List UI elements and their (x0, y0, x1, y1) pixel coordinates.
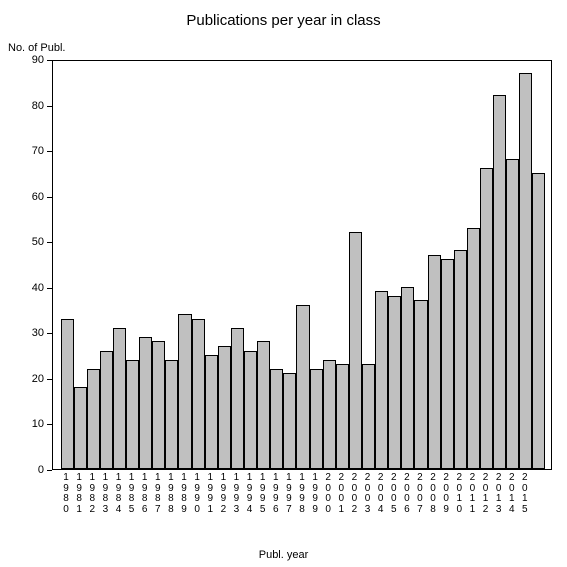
x-axis-label: Publ. year (0, 549, 567, 561)
xtick-label: 1980 (60, 473, 73, 515)
xtick-label: 2004 (374, 473, 387, 515)
xtick-label: 1996 (269, 473, 282, 515)
bar (480, 168, 493, 469)
xtick-label: 1989 (177, 473, 190, 515)
bar (257, 341, 270, 469)
bar (388, 296, 401, 469)
xtick-label: 1988 (164, 473, 177, 515)
bar (401, 287, 414, 469)
ytick-label: 30 (0, 327, 44, 339)
bar (532, 173, 545, 469)
bar (100, 351, 113, 469)
ytick-label: 10 (0, 418, 44, 430)
ytick-mark (47, 60, 52, 61)
ytick-mark (47, 333, 52, 334)
xtick-label: 2008 (427, 473, 440, 515)
bar (61, 319, 74, 469)
bar (165, 360, 178, 469)
xtick-label: 1984 (112, 473, 125, 515)
bar (362, 364, 375, 469)
xtick-label: 1998 (295, 473, 308, 515)
bar (467, 228, 480, 469)
bar (441, 259, 454, 469)
bar (428, 255, 441, 469)
bar (296, 305, 309, 469)
ytick-label: 60 (0, 191, 44, 203)
bar (349, 232, 362, 469)
bar (113, 328, 126, 469)
xtick-label: 2010 (453, 473, 466, 515)
bar (244, 351, 257, 469)
xtick-label: 2012 (479, 473, 492, 515)
bar (205, 355, 218, 469)
ytick-label: 40 (0, 282, 44, 294)
ytick-mark (47, 197, 52, 198)
ytick-label: 50 (0, 236, 44, 248)
xtick-label: 2000 (322, 473, 335, 515)
ytick-mark (47, 242, 52, 243)
xtick-label: 1981 (73, 473, 86, 515)
ytick-mark (47, 470, 52, 471)
bar (283, 373, 296, 469)
xtick-label: 1983 (99, 473, 112, 515)
xtick-label: 1994 (243, 473, 256, 515)
xtick-label: 1999 (309, 473, 322, 515)
xtick-label: 2006 (400, 473, 413, 515)
xtick-label: 2011 (466, 473, 479, 515)
ytick-label: 20 (0, 373, 44, 385)
bar (126, 360, 139, 469)
xtick-label: 2001 (335, 473, 348, 515)
bar (454, 250, 467, 469)
xtick-label: 1982 (86, 473, 99, 515)
bar (310, 369, 323, 469)
xtick-label: 2003 (361, 473, 374, 515)
xtick-label: 1986 (138, 473, 151, 515)
xtick-label: 1985 (125, 473, 138, 515)
ytick-mark (47, 379, 52, 380)
xtick-label: 2005 (387, 473, 400, 515)
xtick-label: 1987 (151, 473, 164, 515)
ytick-label: 80 (0, 100, 44, 112)
bar (178, 314, 191, 469)
ytick-mark (47, 288, 52, 289)
xtick-label: 2015 (518, 473, 531, 515)
xtick-label: 2014 (505, 473, 518, 515)
bar (218, 346, 231, 469)
y-axis-label: No. of Publ. (8, 42, 65, 54)
bar (493, 95, 506, 469)
bar (336, 364, 349, 469)
bar (139, 337, 152, 469)
xtick-label: 2013 (492, 473, 505, 515)
bar (519, 73, 532, 469)
bar (152, 341, 165, 469)
ytick-mark (47, 151, 52, 152)
bar (414, 300, 427, 469)
xtick-label: 2009 (440, 473, 453, 515)
bar (375, 291, 388, 469)
xtick-label: 2007 (413, 473, 426, 515)
bar (74, 387, 87, 469)
bar (506, 159, 519, 469)
ytick-label: 90 (0, 54, 44, 66)
bar (270, 369, 283, 469)
xtick-label: 1995 (256, 473, 269, 515)
xtick-label: 1990 (191, 473, 204, 515)
chart-container: Publications per year in class No. of Pu… (0, 0, 567, 567)
xtick-label: 2002 (348, 473, 361, 515)
bar (87, 369, 100, 469)
ytick-mark (47, 106, 52, 107)
plot-area (52, 60, 552, 470)
ytick-label: 70 (0, 145, 44, 157)
bar (192, 319, 205, 469)
bar (323, 360, 336, 469)
xtick-label: 1997 (282, 473, 295, 515)
xtick-label: 1991 (204, 473, 217, 515)
ytick-label: 0 (0, 464, 44, 476)
bar (231, 328, 244, 469)
chart-title: Publications per year in class (0, 12, 567, 29)
ytick-mark (47, 424, 52, 425)
xtick-label: 1993 (230, 473, 243, 515)
xtick-label: 1992 (217, 473, 230, 515)
